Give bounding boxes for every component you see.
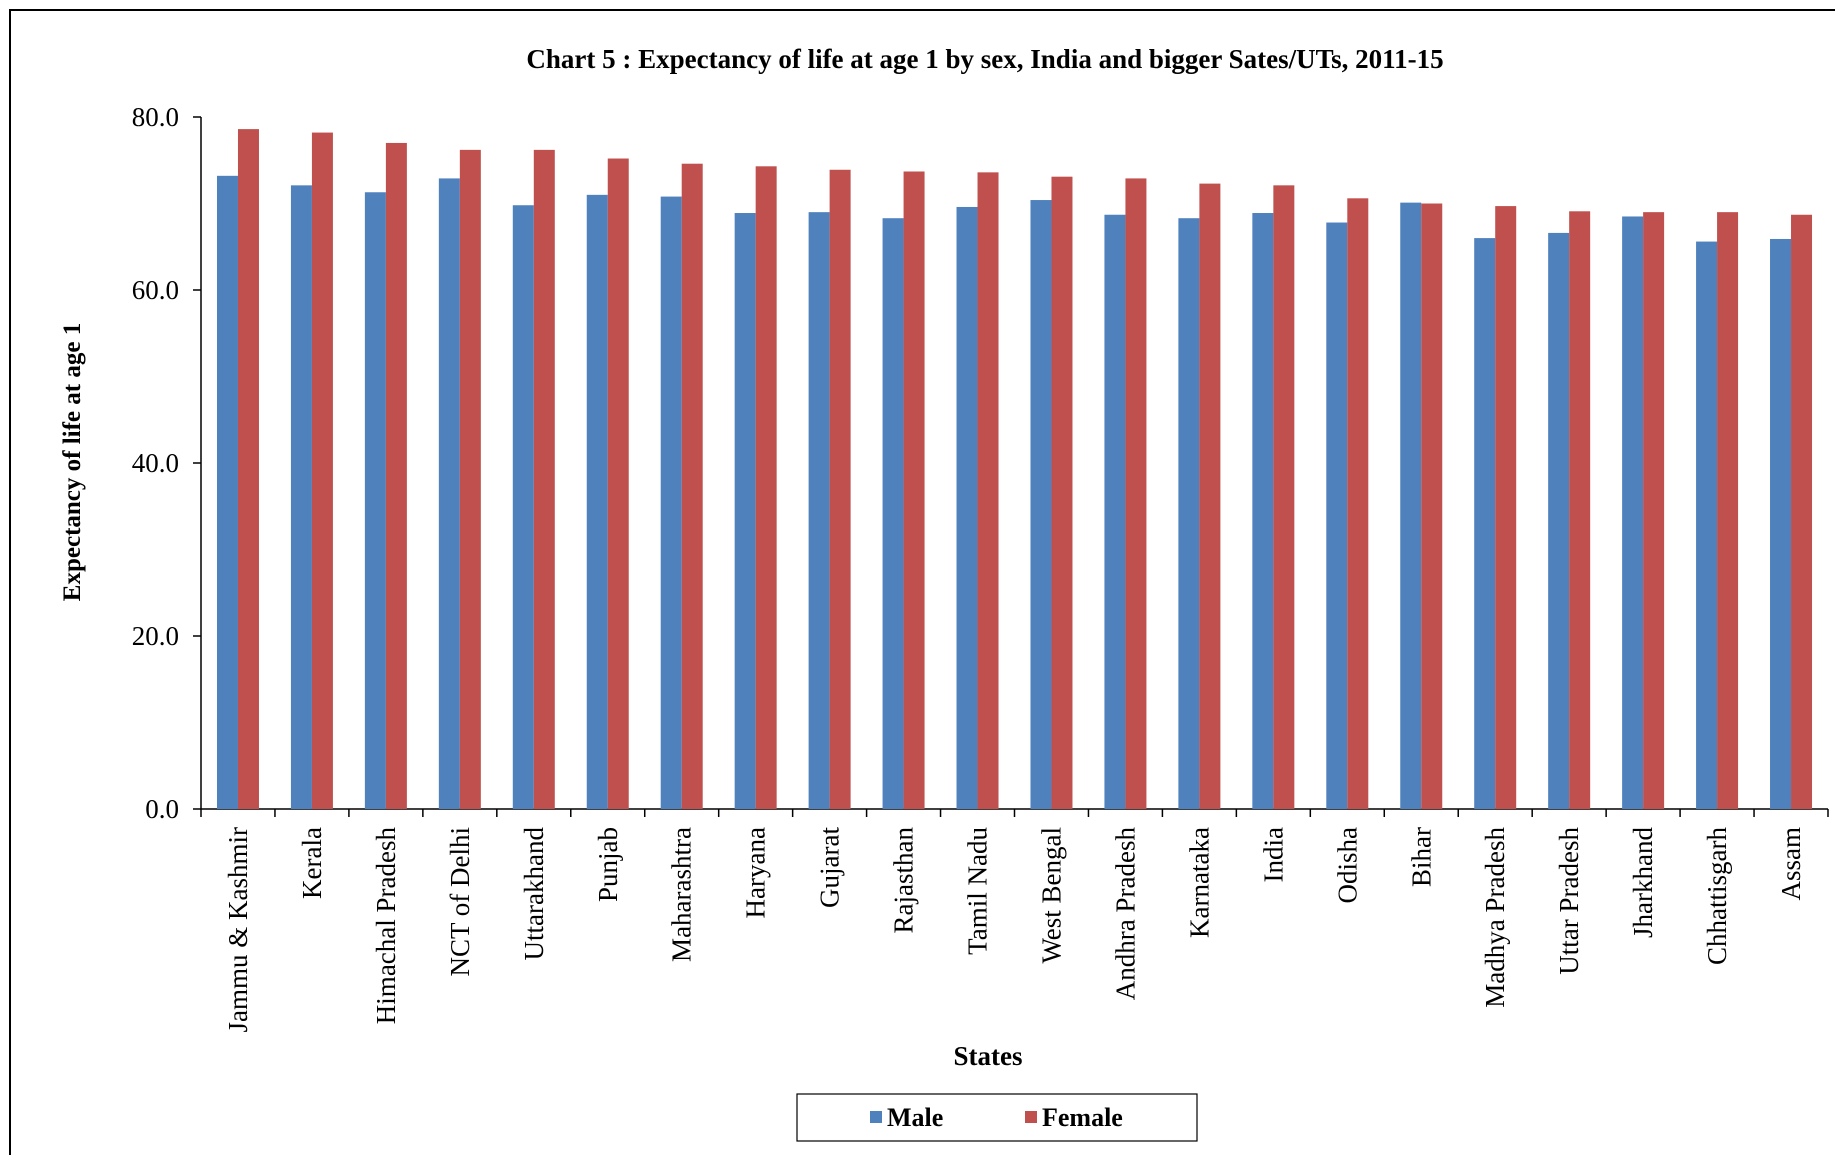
bar [1051,176,1073,809]
bar [681,163,703,809]
y-tick-label: 0.0 [145,794,179,824]
bar [1347,198,1369,809]
x-tick-label: Tamil Nadu [963,827,993,955]
y-axis-title: Expectancy of life at age 1 [59,323,86,601]
x-tick-label: Himachal Pradesh [371,827,401,1025]
bar [903,171,925,809]
x-tick-label: Karnataka [1184,827,1214,938]
bar [311,132,333,809]
bar [1199,183,1221,810]
legend-box [796,1093,1198,1142]
bar [1125,178,1147,810]
x-tick-label: Jharkhand [1628,827,1658,938]
x-tick-label: Uttarakhand [519,827,549,961]
bar [1643,212,1665,809]
bar [755,166,777,809]
bar [660,196,682,809]
bar [586,194,608,810]
bar [1252,213,1274,809]
bar [956,206,978,809]
bar [882,218,904,809]
bar [1474,238,1496,810]
x-tick-label: Haryana [741,827,771,918]
x-tick-label: Bihar [1406,827,1436,887]
bar [1421,203,1443,809]
y-tick-label: 60.0 [132,275,179,305]
x-tick-label: Rajasthan [889,827,919,934]
bar [1178,218,1200,809]
bar [1696,241,1718,809]
chart-title: Chart 5 : Expectancy of life at age 1 by… [526,44,1443,74]
bar [1104,214,1126,809]
bar [237,129,259,810]
bar [607,158,629,809]
x-tick-label: Chhattisgarh [1702,827,1732,965]
bar [1273,185,1295,809]
bar [459,149,481,809]
x-tick-label: Uttar Pradesh [1554,827,1584,975]
bar [385,142,407,809]
y-tick-label: 40.0 [132,448,179,478]
bar [808,212,830,809]
x-tick-label: Assam [1776,827,1806,901]
x-axis-title: States [954,1041,1023,1071]
bar [533,149,555,809]
legend-swatch [870,1111,882,1123]
bar [1326,222,1348,809]
bar [1400,202,1422,809]
x-tick-label: Andhra Pradesh [1110,827,1140,1001]
bar [512,205,534,810]
y-tick-label: 20.0 [132,621,179,651]
bar [829,169,851,809]
bar [1030,200,1052,810]
x-tick-label: Madhya Pradesh [1480,827,1510,1008]
bar [1717,212,1739,809]
legend-label: Male [887,1103,943,1132]
x-tick-label: India [1258,827,1288,882]
bar [1622,216,1644,810]
bar [1569,211,1591,809]
bar [438,178,460,810]
x-tick-label: NCT of Delhi [445,827,475,977]
x-tick-label: Punjab [593,827,623,902]
x-tick-label: Kerala [297,827,327,899]
bar [216,175,238,809]
y-tick-label: 80.0 [132,102,179,132]
bar [734,213,756,809]
bar [364,192,386,809]
bar [1548,232,1570,809]
x-tick-label: Odisha [1332,827,1362,904]
legend-label: Female [1042,1103,1123,1132]
x-tick-label: Gujarat [815,827,845,908]
legend-swatch [1025,1111,1037,1123]
bar [1791,214,1813,809]
x-tick-label: Jammu & Kashmir [223,827,253,1032]
x-tick-label: West Bengal [1036,827,1066,964]
bar [290,185,312,809]
bar [1495,206,1517,810]
bar [977,172,999,810]
bar [1770,238,1792,810]
x-tick-label: Maharashtra [667,827,697,962]
